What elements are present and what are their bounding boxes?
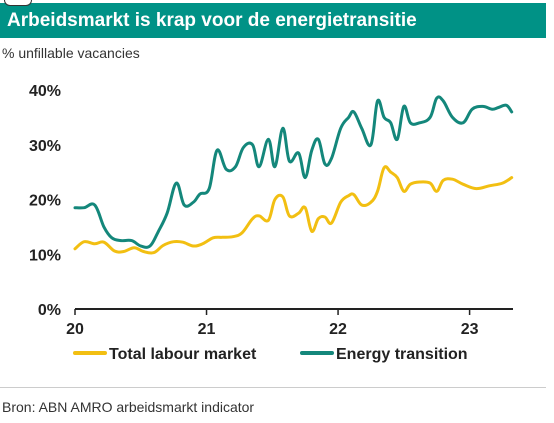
y-tick-label: 0% [38, 302, 61, 319]
chart-title-bar: Arbeidsmarkt is krap voor de energietran… [0, 3, 546, 38]
x-tick-label: 20 [66, 321, 84, 338]
chart-axes: 0% 10% 20% 30% 40% 20 21 22 23 [29, 83, 513, 338]
x-tick-label: 21 [198, 321, 216, 338]
footer-divider [0, 387, 546, 388]
legend-energy-transition-label: Energy transition [336, 346, 468, 363]
x-tick-label: 23 [461, 321, 479, 338]
legend-total-labour-market-label: Total labour market [109, 346, 257, 363]
y-axis-unit-label: % unfillable vacancies [2, 45, 140, 61]
y-tick-label: 10% [29, 247, 61, 264]
x-tick-label: 22 [329, 321, 347, 338]
total-labour-market-line [73, 165, 514, 255]
y-tick-label: 20% [29, 193, 61, 210]
y-tick-label: 30% [29, 138, 61, 155]
chart-legend: Total labour market Energy transition [73, 346, 468, 363]
source-note: Bron: ABN AMRO arbeidsmarkt indicator [2, 399, 255, 415]
chart-title: Arbeidsmarkt is krap voor de energietran… [7, 10, 417, 31]
chart-series [73, 95, 514, 255]
y-tick-label: 40% [29, 83, 61, 100]
energy-transition-line [73, 95, 514, 249]
